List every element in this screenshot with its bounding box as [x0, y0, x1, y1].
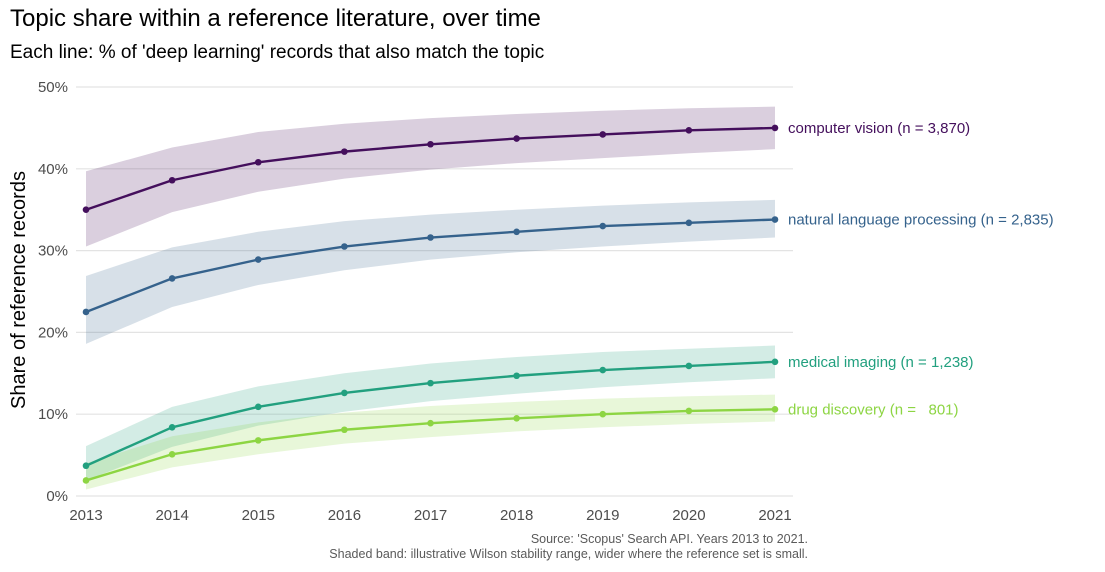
chart-subtitle: Each line: % of 'deep learning' records … [10, 42, 545, 63]
data-point [685, 127, 693, 134]
data-point [427, 140, 434, 148]
data-point [168, 450, 176, 458]
y-tick-label: 20% [38, 324, 68, 341]
data-point [513, 228, 520, 236]
data-point [771, 124, 779, 132]
data-point [513, 135, 520, 142]
x-tick-label: 2014 [155, 507, 188, 524]
x-tick-label: 2017 [414, 507, 447, 524]
caption-source: Source: 'Scopus' Search API. Years 2013 … [531, 532, 808, 546]
x-tick-label: 2015 [242, 507, 275, 524]
data-point [254, 437, 262, 444]
y-axis-title: Share of reference records [8, 171, 30, 409]
data-point [168, 423, 176, 431]
data-point [685, 219, 693, 227]
x-tick-label: 2013 [69, 507, 102, 524]
data-point [513, 372, 520, 380]
y-tick-label: 50% [38, 79, 68, 96]
data-point [599, 410, 607, 418]
series-label: drug discovery (n = 801) [788, 401, 959, 418]
grid-layer [76, 86, 793, 497]
data-point [254, 256, 262, 263]
data-point [599, 366, 607, 374]
data-point [82, 462, 90, 470]
data-point [599, 131, 607, 138]
y-tick-label: 10% [38, 406, 68, 423]
data-point [771, 216, 779, 223]
axis-layer: 0% 10% 20% 30% 40% 50% 2013 2014 2015 2016 2017 201… [38, 79, 792, 524]
data-point [341, 148, 348, 155]
x-tick-label: 2021 [758, 507, 791, 524]
data-point [513, 414, 520, 422]
data-point [685, 407, 693, 415]
data-point [168, 176, 176, 184]
data-point [341, 243, 348, 250]
x-tick-label: 2019 [586, 507, 619, 524]
caption-band-note: Shaded band: illustrative Wilson stabili… [329, 547, 808, 561]
data-point [427, 234, 434, 241]
series-label: medical imaging (n = 1,238) [788, 354, 974, 371]
data-point [168, 275, 176, 282]
y-tick-label: 40% [38, 161, 68, 178]
data-point [254, 158, 262, 166]
data-point [771, 358, 779, 366]
point-layer [82, 124, 779, 484]
series-label: computer vision (n = 3,870) [788, 120, 970, 137]
data-point [341, 426, 348, 434]
series-band [86, 199, 775, 344]
series-band [86, 394, 775, 490]
series-label-layer: computer vision (n = 3,870) natural langu… [788, 120, 1054, 418]
y-tick-label: 0% [46, 488, 68, 505]
chart-title: Topic share within a reference literatur… [10, 5, 541, 32]
data-point [427, 419, 434, 427]
data-point [254, 403, 262, 411]
band-layer [86, 106, 775, 490]
x-tick-label: 2018 [500, 507, 533, 524]
x-tick-label: 2020 [672, 507, 705, 524]
data-point [427, 379, 434, 387]
y-tick-label: 30% [38, 243, 68, 260]
x-tick-label: 2016 [328, 507, 361, 524]
data-point [82, 206, 90, 213]
data-point [771, 405, 779, 413]
series-band [86, 106, 775, 247]
data-point [685, 362, 693, 370]
data-point [82, 308, 90, 316]
data-point [599, 222, 607, 230]
data-point [82, 477, 90, 484]
series-label: natural language processing (n = 2,835) [788, 212, 1054, 229]
data-point [341, 389, 348, 397]
series-band [86, 345, 775, 481]
